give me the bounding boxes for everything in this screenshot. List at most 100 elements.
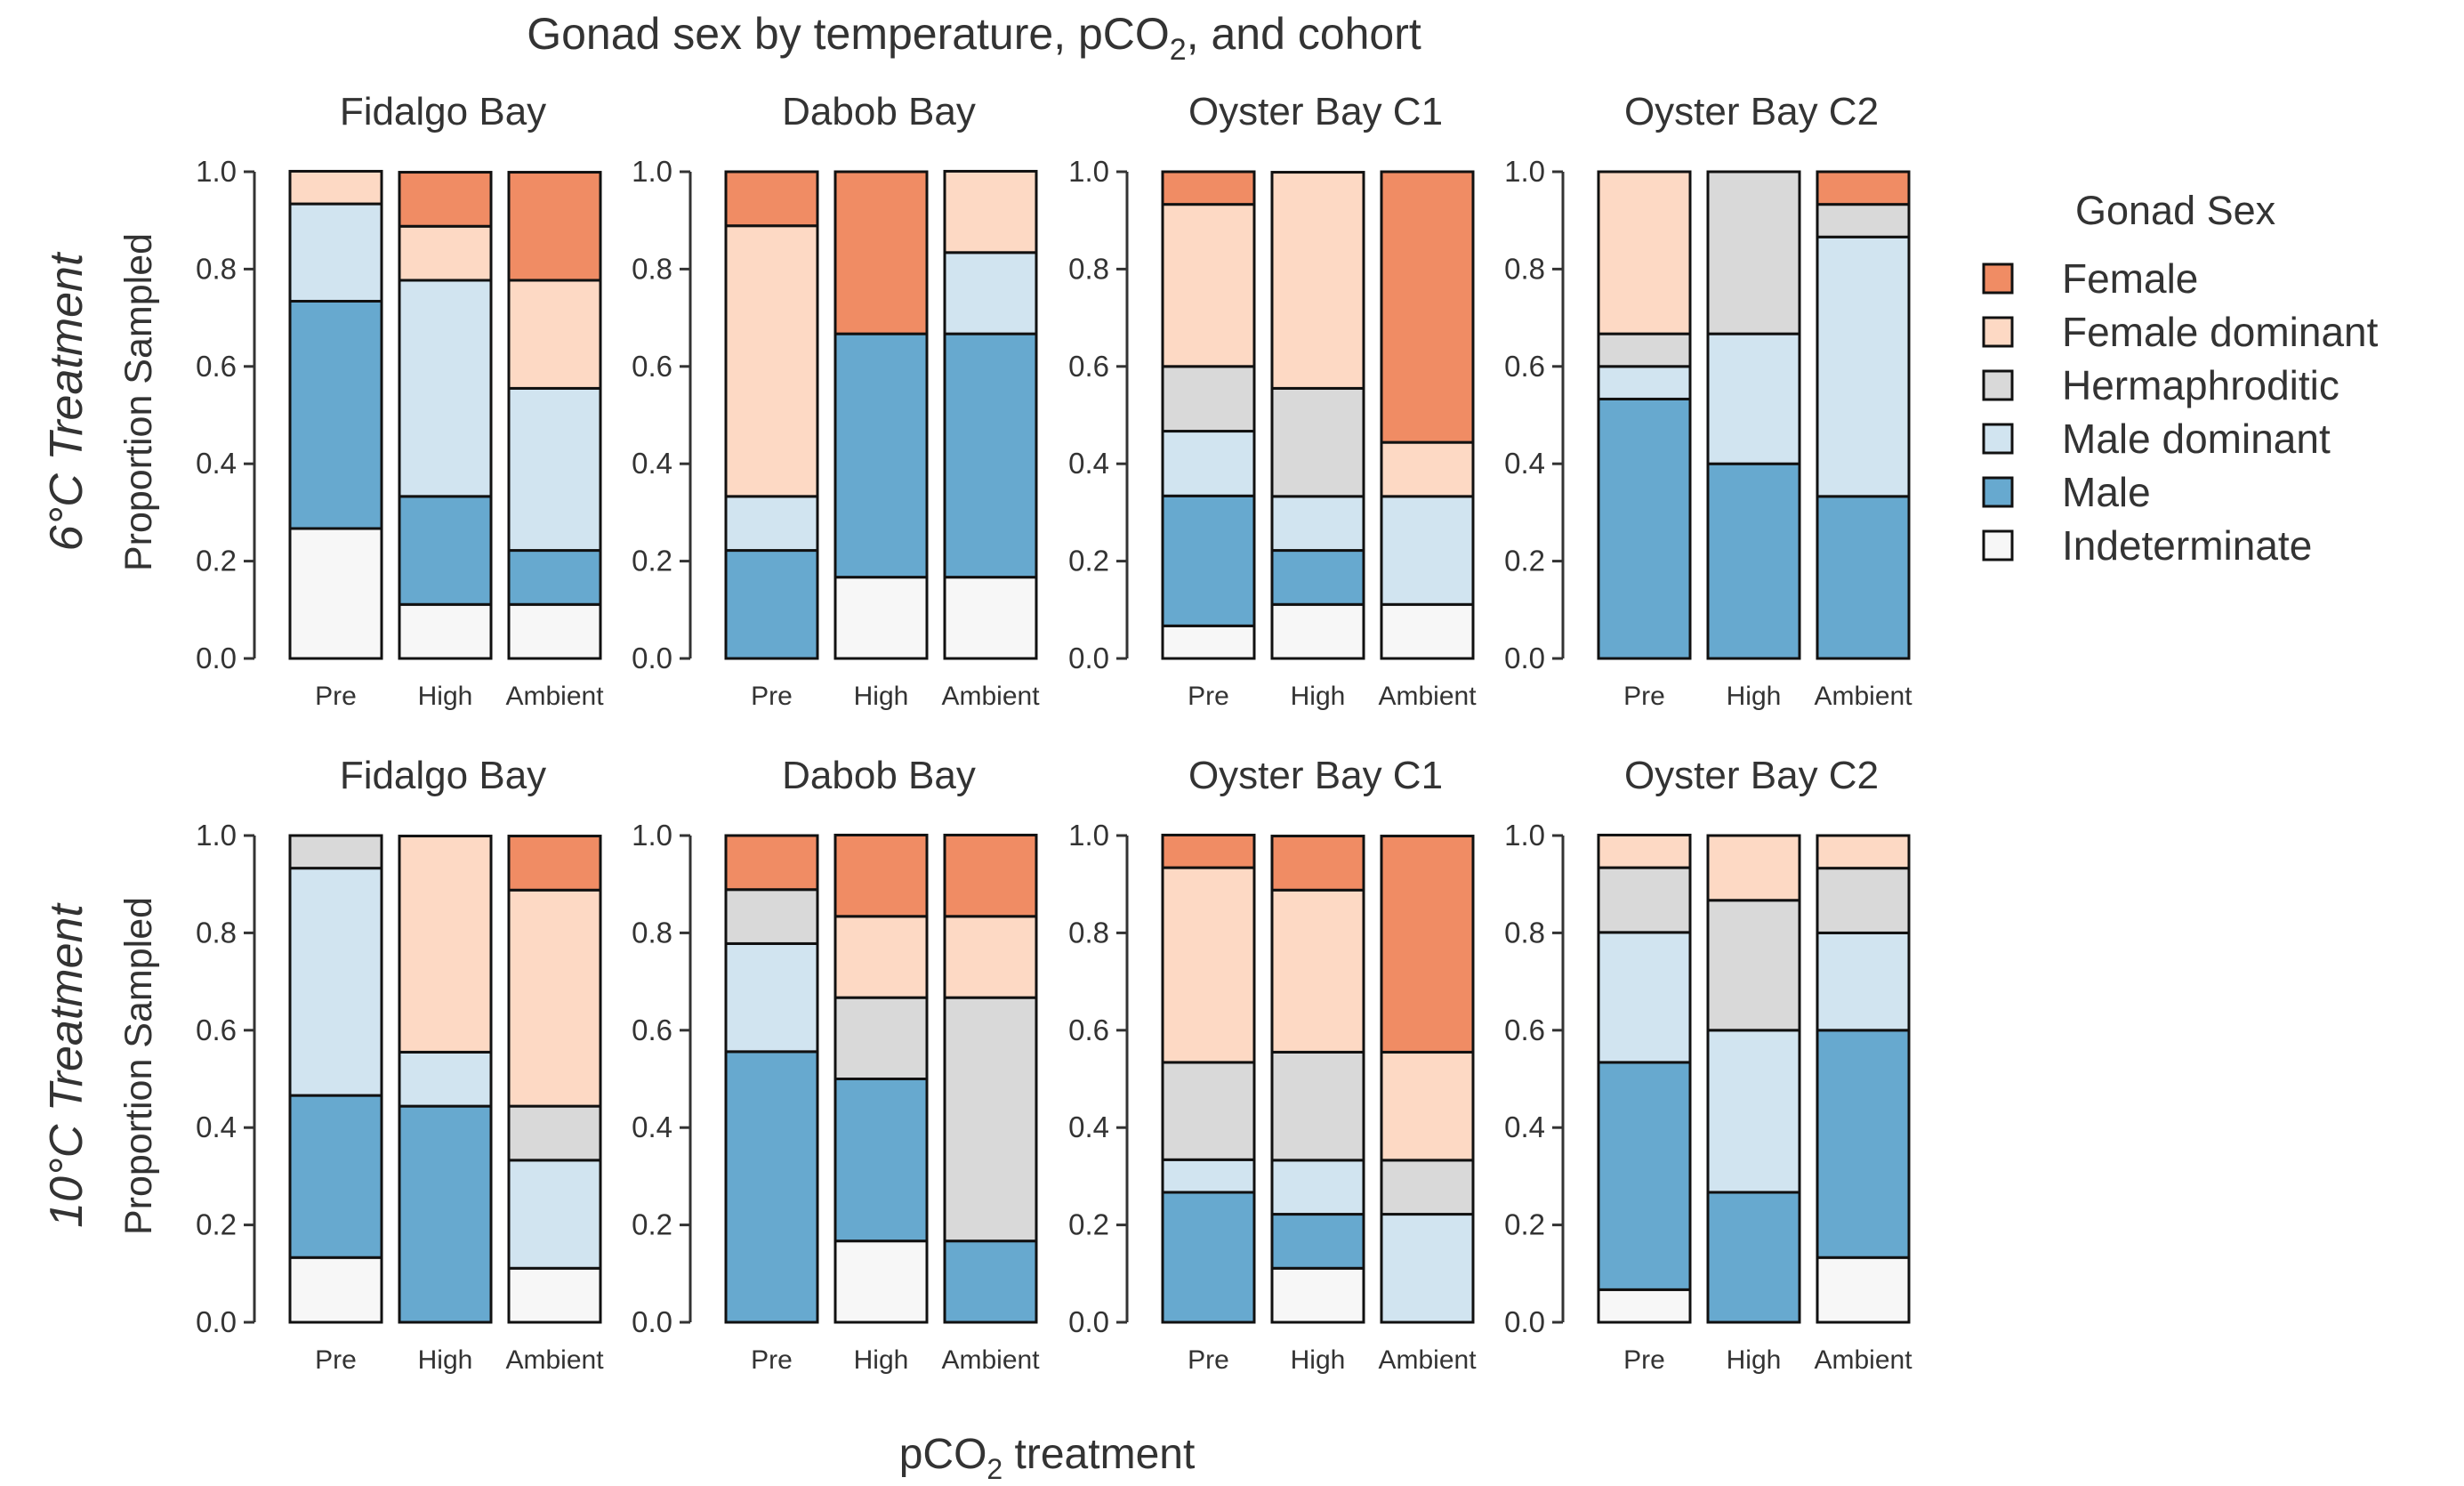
y-tick-label: 0.4 — [1504, 447, 1545, 480]
bar-segment-indeterminate — [1816, 1256, 1911, 1324]
bar-segment-indeterminate — [833, 576, 929, 660]
y-tick-label: 0.6 — [1504, 350, 1545, 383]
bar-segment-female-dominant — [1706, 834, 1801, 902]
y-tick-label: 1.0 — [1504, 155, 1545, 188]
legend-label: Female dominant — [2062, 309, 2379, 355]
bar-segment-male-dominant — [1816, 235, 1911, 498]
x-tick-label: Ambient — [941, 682, 1040, 711]
x-tick-label: Ambient — [1378, 682, 1477, 711]
bar-pre — [288, 169, 383, 660]
bar-segment-female-dominant — [398, 835, 493, 1054]
bar-segment-female — [1161, 833, 1256, 869]
legend-label: Indeterminate — [2062, 522, 2312, 569]
bar-segment-female — [1161, 170, 1256, 206]
bar-pre — [724, 170, 819, 660]
chart-title-subscript: 2 — [1170, 33, 1187, 67]
bar-high — [1706, 834, 1801, 1324]
legend-entry-female: Female — [1982, 255, 2198, 302]
y-tick-label: 0.4 — [1068, 447, 1109, 480]
y-tick-label: 0.2 — [196, 1208, 237, 1241]
bar-segment-female-dominant — [507, 888, 602, 1108]
panel-6-c-treatment-oyster-bay-c2: Oyster Bay C2 0.0 0.2 0.4 0.6 0.8 1.0 Pre High Am… — [1504, 90, 1912, 711]
bar-segment-male-dominant — [1597, 365, 1692, 400]
y-tick-label: 0.8 — [1068, 252, 1109, 285]
bar-segment-male — [1161, 494, 1256, 627]
bar-ambient — [507, 171, 602, 660]
panel-title: Fidalgo Bay — [340, 754, 546, 797]
bar-segment-female — [833, 170, 929, 335]
x-axis-label-subscript: 2 — [986, 1453, 1003, 1485]
bar-segment-male-dominant — [288, 202, 383, 303]
bar-segment-hermaphroditic — [1380, 1159, 1475, 1216]
bar-segment-male-dominant — [724, 495, 819, 553]
bar-segment-male-dominant — [1706, 332, 1801, 465]
legend-entry-hermaphroditic: Hermaphroditic — [1982, 362, 2339, 408]
bar-high — [1270, 171, 1365, 660]
x-tick-label: Pre — [751, 1345, 793, 1375]
y-tick-label: 1.0 — [1504, 819, 1545, 852]
bar-segment-hermaphroditic — [1270, 1050, 1365, 1162]
x-tick-label: High — [1727, 1345, 1782, 1375]
panel-title: Oyster Bay C1 — [1188, 90, 1443, 133]
y-tick-label: 0.2 — [1068, 545, 1109, 577]
y-tick-label: 1.0 — [632, 819, 672, 852]
legend-swatch — [1982, 476, 2014, 508]
panel-10-c-treatment-dabob-bay: Dabob Bay 0.0 0.2 0.4 0.6 0.8 1.0 Pre High Ambien… — [632, 754, 1040, 1375]
bar-segment-female — [724, 834, 819, 892]
bar-segment-female-dominant — [1380, 1050, 1475, 1162]
y-tick-label: 0.2 — [1504, 1208, 1545, 1241]
legend-swatch — [1982, 529, 2014, 561]
bar-segment-indeterminate — [833, 1240, 929, 1324]
bar-segment-male — [943, 332, 1038, 579]
bar-segment-female-dominant — [1380, 440, 1475, 498]
bar-segment-female — [507, 171, 602, 282]
y-tick-label: 0.0 — [196, 642, 237, 674]
bar-segment-indeterminate — [288, 527, 383, 660]
panel-10-c-treatment-oyster-bay-c2: Oyster Bay C2 0.0 0.2 0.4 0.6 0.8 1.0 Pre High Am… — [1504, 754, 1912, 1375]
bar-segment-male-dominant — [724, 941, 819, 1054]
y-tick-label: 1.0 — [196, 819, 237, 852]
y-tick-label: 0.2 — [632, 545, 672, 577]
bar-segment-male-dominant — [507, 1159, 602, 1270]
bar-segment-male-dominant — [398, 1050, 493, 1108]
legend-label: Female — [2062, 255, 2198, 302]
legend-title: Gonad Sex — [2075, 188, 2276, 233]
y-tick-label: 0.0 — [1068, 1305, 1109, 1338]
bar-segment-male — [1706, 462, 1801, 660]
legend-swatch — [1982, 262, 2014, 295]
chart-title: Gonad sex by temperature, pCO2, and coho… — [527, 9, 1421, 67]
legend-entry-male: Male — [1982, 469, 2151, 515]
bar-segment-male-dominant — [398, 279, 493, 498]
x-tick-label: High — [854, 682, 909, 711]
bar-segment-female-dominant — [1597, 833, 1692, 869]
bar-pre — [1161, 833, 1256, 1324]
bar-pre — [1597, 170, 1692, 660]
bar-segment-hermaphroditic — [1816, 203, 1911, 238]
bar-pre — [288, 834, 383, 1324]
bar-segment-hermaphroditic — [1816, 867, 1911, 934]
legend-swatch — [1982, 369, 2014, 401]
bar-segment-female-dominant — [1597, 170, 1692, 335]
y-tick-label: 0.2 — [1068, 1208, 1109, 1241]
bar-segment-male — [724, 549, 819, 660]
x-tick-label: Ambient — [505, 1345, 604, 1375]
bar-segment-female — [1816, 170, 1911, 206]
bar-segment-hermaphroditic — [507, 1104, 602, 1162]
legend-entry-female-dominant: Female dominant — [1982, 309, 2379, 355]
x-axis-label-part-1: pCO — [899, 1431, 987, 1478]
panels-layer: 6°C Treatment Proportion Sampled Fidalgo B… — [41, 90, 1912, 1375]
chart-title-part-3: , and cohort — [1187, 9, 1421, 59]
bar-segment-male — [724, 1050, 819, 1324]
bar-high — [1270, 835, 1365, 1324]
x-tick-label: High — [1291, 1345, 1346, 1375]
y-tick-label: 0.0 — [1504, 1305, 1545, 1338]
bar-ambient — [943, 169, 1038, 660]
y-tick-label: 0.4 — [632, 447, 672, 480]
bar-pre — [1597, 833, 1692, 1324]
bar-segment-female-dominant — [1270, 171, 1365, 390]
bar-segment-male — [398, 1104, 493, 1324]
y-tick-label: 0.2 — [196, 545, 237, 577]
bar-segment-male — [1597, 1061, 1692, 1291]
y-tick-label: 0.4 — [632, 1110, 672, 1143]
